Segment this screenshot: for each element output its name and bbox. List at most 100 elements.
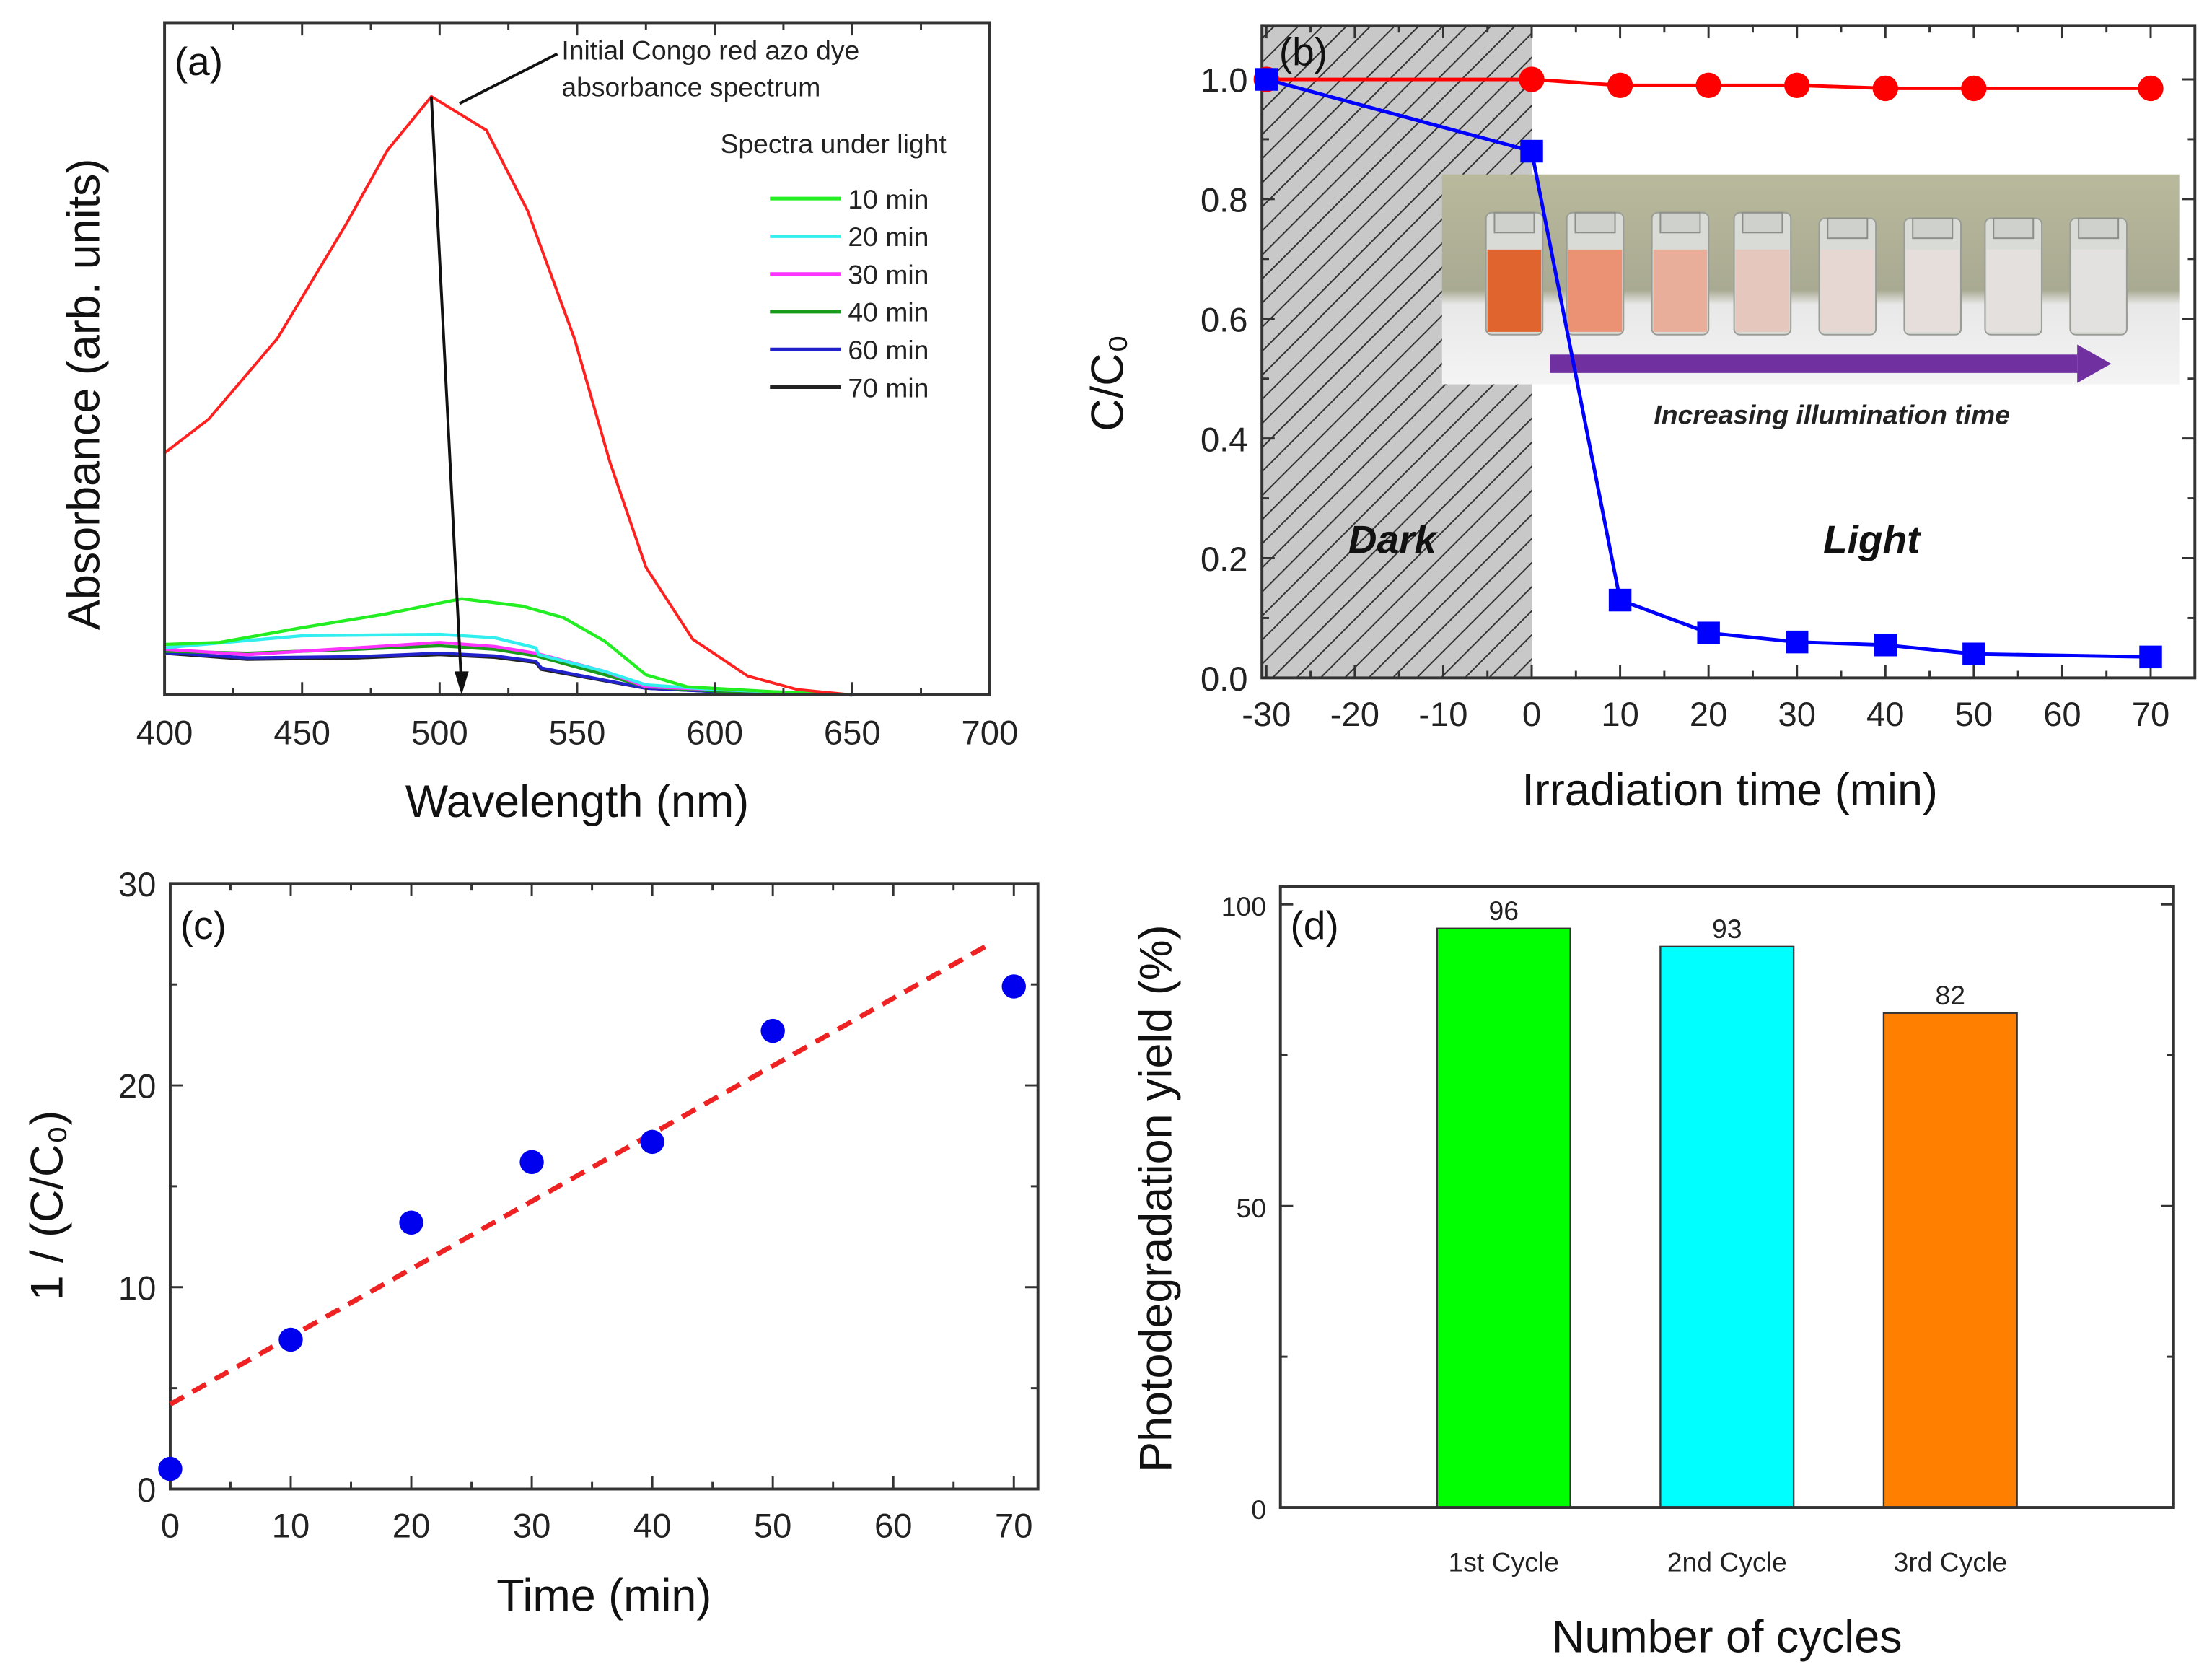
spectrum-line-2 [164, 632, 853, 697]
y-tick-label: 50 [1237, 1193, 1267, 1223]
x-tick-label: 30 [1778, 695, 1815, 733]
fit-line [169, 942, 991, 1407]
vial [1485, 211, 1544, 336]
inset-caption: Increasing illumination time [1654, 400, 2010, 430]
data-point-circle [1695, 72, 1721, 98]
arrow-head-icon [455, 671, 469, 695]
data-point-square [2139, 645, 2162, 669]
legend-label: 60 min [848, 335, 929, 365]
vial-liquid [1735, 249, 1790, 332]
spectrum-line-3 [164, 641, 853, 697]
x-tick-label: -10 [1418, 695, 1467, 733]
x-tick-label: 60 [874, 1506, 912, 1544]
panel-b: -30 -20 -10 0 10 20 30 40 50 60 70 0.0 0.2 0.4 0.6 0.8 1… [1083, 24, 2197, 815]
inset-photo [1441, 174, 2180, 385]
panel-d: 96 1st Cycle 93 2nd Cycle 82 3rd Cycle 0 50 100 N… [1131, 885, 2175, 1662]
y-axis-label: Photodegradation yield (%) [1131, 924, 1181, 1471]
annotation-leader [458, 52, 558, 105]
bar-value-label: 96 [1488, 896, 1519, 926]
y-axis-label: 1 / (C/C₀) [22, 1111, 73, 1301]
x-axis-label: Wavelength (nm) [405, 776, 749, 827]
bar-value-label: 93 [1712, 914, 1742, 944]
x-tick-label: 0 [161, 1506, 180, 1544]
vial-liquid [2071, 249, 2125, 332]
annotation-line-2: absorbance spectrum [561, 72, 820, 102]
spectrum-line-1 [164, 597, 853, 697]
y-axis-label: C/C₀ [1083, 334, 1133, 431]
vial [1903, 217, 1962, 336]
panel-label: (b) [1279, 29, 1327, 74]
series-line-1 [1265, 77, 2151, 659]
y-axis-label: Absorbance (arb. units) [59, 159, 110, 631]
light-label: Light [1823, 517, 1922, 561]
plot-frame [1278, 885, 2175, 1509]
legend-title: Spectra under light [720, 128, 947, 159]
panel-label: (d) [1290, 903, 1338, 947]
y-tick-label: 0.8 [1201, 181, 1248, 219]
x-axis-label: Irradiation time (min) [1522, 765, 1938, 815]
x-tick-label: 60 [2043, 695, 2081, 733]
x-tick-label: 20 [392, 1506, 430, 1544]
data-point [519, 1150, 544, 1175]
vial-neck [1827, 217, 1869, 240]
x-axis-label: Number of cycles [1552, 1611, 1902, 1662]
x-tick-label: 550 [549, 714, 606, 752]
x-tick-label: 650 [824, 714, 881, 752]
vial [1818, 217, 1877, 336]
vial-liquid [1820, 249, 1875, 332]
x-tick-label: 40 [633, 1506, 671, 1544]
y-tick-label: 0.6 [1201, 300, 1248, 338]
x-tick-label: 0 [1522, 695, 1541, 733]
x-tick-label: 70 [995, 1506, 1032, 1544]
y-tick-label: 0.4 [1201, 420, 1248, 458]
y-tick-label: 0.2 [1201, 540, 1248, 578]
vial-neck [1742, 211, 1783, 234]
photo-background [1441, 174, 2180, 385]
x-tick-label: 50 [1955, 695, 1993, 733]
spectrum-line-0 [163, 95, 853, 696]
vial-neck [1659, 211, 1701, 234]
vial-neck [1993, 217, 2035, 240]
x-tick-label: 70 [2132, 695, 2169, 733]
vial-neck [1493, 211, 1535, 234]
data-point-square [1786, 630, 1809, 654]
data-point-square [1520, 139, 1543, 163]
y-tick-label: 10 [118, 1269, 156, 1307]
x-tick-label: -30 [1242, 695, 1291, 733]
data-point-square [1255, 68, 1278, 91]
data-point-circle [1872, 75, 1898, 102]
series-line-0 [1266, 77, 2151, 90]
category-label: 1st Cycle [1448, 1546, 1559, 1577]
vial-liquid [1986, 249, 2041, 332]
data-point [760, 1018, 785, 1043]
vial [1566, 211, 1625, 336]
panel-label: (a) [175, 39, 223, 84]
bar-value-label: 82 [1936, 980, 1966, 1010]
x-tick-label: 500 [411, 714, 468, 752]
y-tick-label: 30 [118, 865, 156, 903]
vial-liquid [1568, 249, 1623, 332]
data-point [278, 1327, 303, 1352]
decrease-arrow [429, 96, 463, 688]
x-axis-label: Time (min) [496, 1570, 711, 1621]
vial-neck [1574, 211, 1616, 234]
y-tick-label: 100 [1221, 891, 1266, 922]
dark-label: Dark [1348, 517, 1439, 561]
panel-label: (c) [180, 903, 227, 947]
legend-label: 70 min [848, 372, 929, 403]
y-tick-label: 0.0 [1201, 660, 1248, 698]
vial-neck [1912, 217, 1954, 240]
x-tick-label: 10 [272, 1506, 310, 1544]
data-point-circle [1961, 75, 1987, 102]
vial [1984, 217, 2043, 336]
data-point-circle [1607, 72, 1633, 98]
vial [2069, 217, 2128, 336]
data-point [158, 1456, 183, 1481]
vial [1651, 211, 1710, 336]
y-tick-label: 0 [1251, 1494, 1266, 1525]
y-tick-label: 1.0 [1201, 61, 1248, 100]
vial [1733, 211, 1792, 336]
data-point-circle [1519, 66, 1545, 92]
data-point [640, 1129, 664, 1155]
x-tick-label: 30 [513, 1506, 550, 1544]
